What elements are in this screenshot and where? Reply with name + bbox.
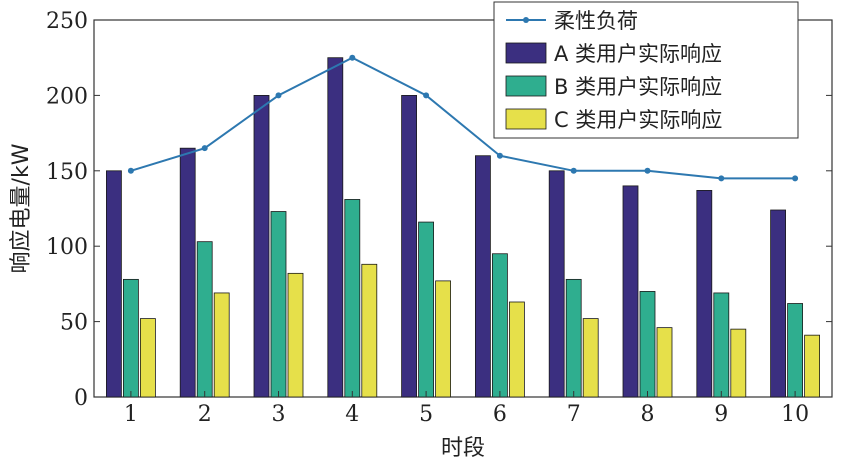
y-tick-label: 50	[60, 311, 88, 336]
bar-series-2-9	[713, 292, 730, 398]
bar-series-1-7	[548, 170, 565, 398]
legend-swatch-marker	[523, 17, 529, 23]
y-tick-label: 150	[46, 160, 88, 185]
y-tick-label: 200	[46, 84, 88, 109]
line-point-5	[423, 92, 430, 99]
x-tick-label: 10	[781, 402, 809, 427]
x-tick-label: 9	[714, 402, 728, 427]
bar-series-3-7	[582, 318, 599, 398]
bar-series-3-4	[361, 263, 378, 398]
bar-series-1-8	[622, 185, 639, 398]
x-tick-label: 6	[493, 402, 507, 427]
line-point-3	[275, 92, 282, 99]
x-tick-label: 7	[567, 402, 581, 427]
bar-series-3-5	[435, 280, 452, 398]
bar-series-1-1	[106, 170, 122, 398]
bar-series-1-4	[327, 57, 344, 398]
line-point-8	[644, 167, 651, 174]
x-axis: 1 2 3 4 5 6 7 8 9 10	[124, 391, 809, 427]
x-tick-label: 2	[198, 402, 212, 427]
x-tick-label: 1	[124, 402, 138, 427]
y-tick-label: 250	[46, 9, 88, 34]
bar-series-2-5	[418, 221, 435, 398]
line-point-9	[718, 175, 725, 182]
line-point-10	[792, 175, 799, 182]
bar-series-2-8	[639, 291, 656, 398]
bar-series-3-9	[730, 328, 747, 398]
legend-swatch-bar	[505, 42, 547, 64]
legend-label: C 类用户实际响应	[554, 108, 722, 132]
x-tick-label: 5	[419, 402, 433, 427]
line-point-2	[201, 145, 208, 152]
y-tick-label: 100	[46, 235, 88, 260]
bar-series-2-4	[344, 199, 361, 398]
bar-series-3-8	[656, 327, 673, 398]
legend-label: A 类用户实际响应	[554, 42, 722, 66]
bar-series-1-6	[474, 155, 491, 398]
x-tick-label: 4	[345, 402, 359, 427]
bar-series-2-10	[787, 303, 803, 398]
bar-series-2-1	[123, 278, 139, 398]
x-tick-label: 3	[272, 402, 286, 427]
bar-series-2-6	[491, 253, 508, 398]
line-point-1	[127, 167, 134, 174]
bar-series-1-5	[401, 95, 418, 398]
line-point-6	[496, 152, 503, 159]
line-point-4	[349, 54, 356, 61]
line-point-7	[570, 167, 577, 174]
legend-label: 柔性负荷	[554, 9, 638, 33]
bar-series-2-3	[270, 211, 287, 398]
bars-group	[106, 57, 820, 398]
plot-frame	[93, 19, 833, 398]
bar-series-3-2	[213, 292, 230, 398]
x-tick-label: 8	[641, 402, 655, 427]
legend-swatch-bar	[505, 75, 547, 97]
legend-label: B 类用户实际响应	[554, 75, 722, 99]
bar-series-3-3	[287, 272, 304, 398]
bar-series-2-7	[565, 278, 582, 398]
legend-swatch-bar	[505, 108, 547, 130]
y-tick-label: 0	[74, 386, 88, 411]
bar-series-1-2	[179, 147, 196, 398]
y-axis: 0 50 100 150 200 250	[46, 9, 832, 411]
bar-series-1-9	[696, 190, 713, 398]
bar-series-1-3	[253, 95, 270, 398]
bar-series-1-10	[770, 209, 786, 398]
bar-series-3-6	[508, 301, 525, 398]
line-series-4	[130, 56, 796, 180]
x-axis-label: 时段	[441, 436, 485, 461]
line-series-group	[127, 54, 799, 182]
bar-series-2-2	[196, 241, 213, 398]
bar-series-3-1	[139, 318, 156, 398]
plot-area	[93, 19, 833, 398]
legend: 柔性负荷 A 类用户实际响应 B 类用户实际响应 C 类用户实际响应	[493, 1, 799, 139]
y-axis-label: 响应电量/kW	[9, 143, 34, 273]
bar-series-3-10	[804, 334, 820, 398]
